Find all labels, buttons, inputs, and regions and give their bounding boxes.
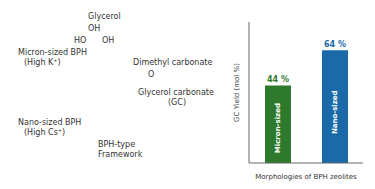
svg-text:Morphologies of BPH zeolites: Morphologies of BPH zeolites [255, 173, 357, 181]
svg-text:Micron-sized: Micron-sized [274, 103, 282, 153]
html-text:Glycerol: Glycerol [88, 12, 121, 21]
html-text:(High K⁺): (High K⁺) [24, 58, 61, 67]
svg-text:GC Yield (mol %): GC Yield (mol %) [233, 63, 241, 122]
html-text:BPH-type: BPH-type [98, 140, 136, 149]
html-text:(GC): (GC) [168, 98, 186, 107]
html-text:OH: OH [102, 36, 115, 45]
svg-text:Nano-sized: Nano-sized [331, 90, 339, 134]
html-text:Framework: Framework [98, 150, 143, 159]
html-text:OH: OH [88, 24, 101, 33]
html-text:Glycerol carbonate: Glycerol carbonate [138, 88, 214, 97]
html-text:Nano-sized BPH: Nano-sized BPH [18, 118, 82, 127]
html-text:O: O [148, 70, 155, 79]
html-text:Micron-sized BPH: Micron-sized BPH [18, 48, 87, 57]
html-text:HO: HO [74, 36, 87, 45]
svg-text:64 %: 64 % [324, 40, 346, 49]
svg-text:44 %: 44 % [267, 75, 289, 84]
html-text:(High Cs⁺): (High Cs⁺) [24, 128, 66, 137]
html-text:Dimethyl carbonate: Dimethyl carbonate [133, 58, 213, 67]
